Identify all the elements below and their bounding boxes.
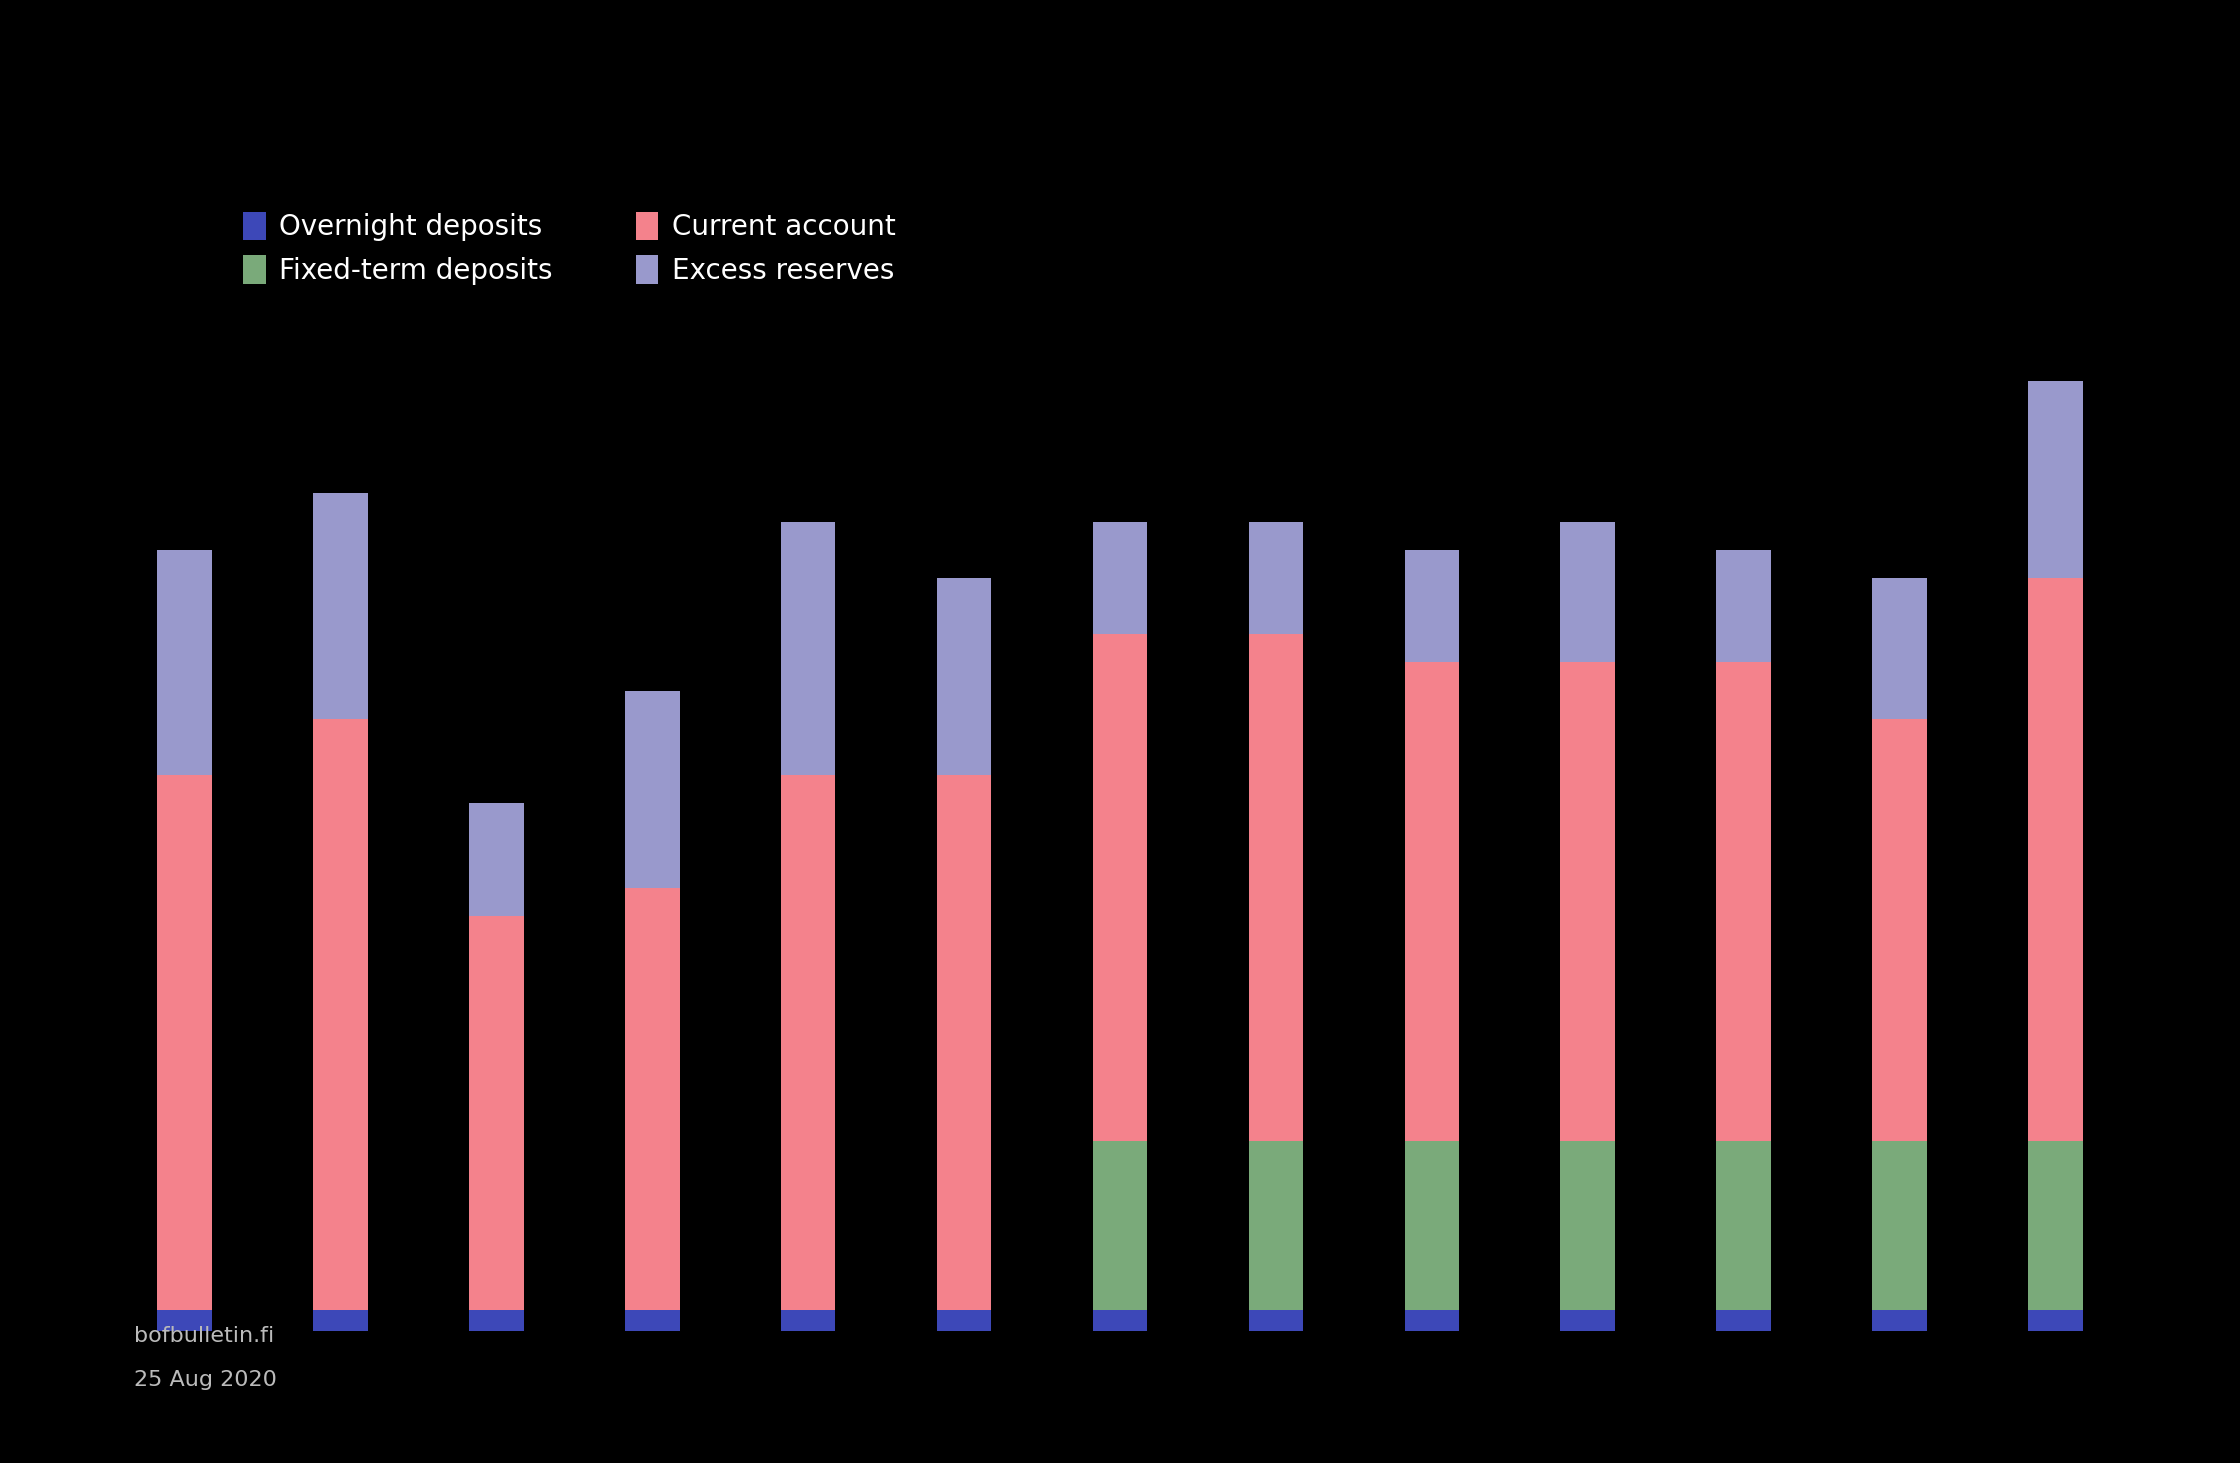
Bar (1561, 1141, 1615, 1309)
Bar (314, 493, 367, 718)
Bar (936, 775, 992, 1309)
Bar (1404, 1309, 1458, 1331)
Bar (468, 803, 524, 916)
Bar (468, 916, 524, 1309)
Bar (2027, 380, 2083, 578)
Bar (1561, 522, 1615, 663)
Bar (1248, 1309, 1304, 1331)
Bar (1093, 1309, 1147, 1331)
Bar (1716, 550, 1772, 663)
Bar (782, 1309, 836, 1331)
Bar (1716, 1141, 1772, 1309)
Bar (936, 1309, 992, 1331)
Bar (1248, 1141, 1304, 1309)
Bar (1873, 718, 1926, 1141)
Bar (1404, 550, 1458, 663)
Bar (1093, 633, 1147, 1141)
Bar (1248, 522, 1304, 633)
Bar (1561, 1309, 1615, 1331)
Bar (1873, 578, 1926, 718)
Bar (157, 1309, 213, 1331)
Bar (782, 522, 836, 775)
Bar (314, 718, 367, 1309)
Bar (1093, 522, 1147, 633)
Bar (2027, 1309, 2083, 1331)
Bar (2027, 578, 2083, 1141)
Legend: Overnight deposits, Fixed-term deposits, Current account, Excess reserves: Overnight deposits, Fixed-term deposits,… (244, 212, 896, 285)
Bar (2027, 1141, 2083, 1309)
Bar (1716, 1309, 1772, 1331)
Bar (1716, 663, 1772, 1141)
Bar (625, 888, 679, 1309)
Bar (625, 1309, 679, 1331)
Bar (1404, 1141, 1458, 1309)
Bar (1404, 663, 1458, 1141)
Bar (1873, 1141, 1926, 1309)
Bar (1093, 1141, 1147, 1309)
Text: bofbulletin.fi: bofbulletin.fi (134, 1325, 276, 1346)
Bar (936, 578, 992, 775)
Bar (625, 691, 679, 888)
Bar (157, 550, 213, 775)
Bar (157, 775, 213, 1309)
Bar (1248, 633, 1304, 1141)
Bar (1873, 1309, 1926, 1331)
Bar (468, 1309, 524, 1331)
Bar (314, 1309, 367, 1331)
Bar (1561, 663, 1615, 1141)
Bar (782, 775, 836, 1309)
Text: 25 Aug 2020: 25 Aug 2020 (134, 1369, 278, 1390)
